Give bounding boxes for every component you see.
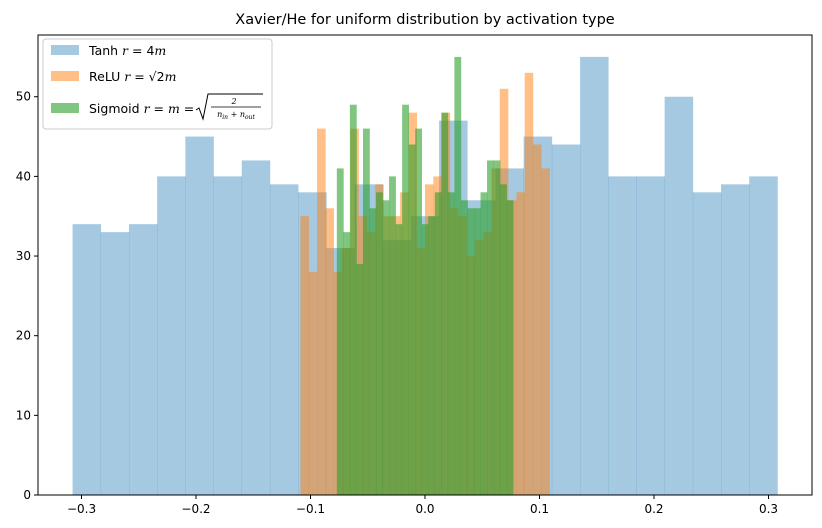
- bar-tanh: [100, 232, 130, 495]
- legend-box: [42, 38, 273, 130]
- legend-swatch-relu: [51, 71, 79, 81]
- legend-label-relu: ReLU r = √2m: [89, 69, 176, 84]
- bar-sigmoid: [389, 176, 396, 495]
- x-tick-label: 0.2: [644, 502, 663, 516]
- chart-title: Xavier/He for uniform distribution by ac…: [235, 12, 615, 28]
- bar-sigmoid: [506, 200, 514, 496]
- bar-relu: [325, 208, 334, 495]
- y-tick-label: 40: [16, 169, 31, 183]
- bar-sigmoid: [493, 160, 501, 496]
- bar-tanh: [608, 176, 637, 495]
- bar-sigmoid: [376, 192, 383, 495]
- legend-label-tanh: Tanh r = 4m: [88, 43, 166, 58]
- bar-tanh: [128, 224, 158, 495]
- bar-sigmoid: [336, 168, 344, 495]
- bar-sigmoid: [428, 216, 436, 495]
- bar-relu: [308, 271, 318, 495]
- y-tick-label: 20: [16, 329, 31, 343]
- bar-sigmoid: [369, 208, 377, 495]
- plot-area: [72, 56, 778, 496]
- bar-sigmoid: [487, 160, 494, 496]
- bar-sigmoid: [473, 208, 481, 495]
- bar-sigmoid: [402, 104, 409, 496]
- x-tick-label: 0.1: [530, 502, 549, 516]
- bar-tanh: [551, 144, 581, 495]
- bar-sigmoid: [467, 208, 475, 495]
- series-sigmoid: [336, 56, 514, 496]
- y-tick-label: 10: [16, 408, 31, 422]
- y-tick-label: 30: [16, 249, 31, 263]
- legend-swatch-sigmoid: [51, 103, 79, 113]
- x-tick-label: −0.3: [67, 502, 96, 516]
- bar-tanh: [692, 192, 722, 495]
- bar-sigmoid: [500, 184, 507, 495]
- bar-sigmoid: [382, 200, 390, 496]
- bar-sigmoid: [480, 192, 488, 495]
- bar-sigmoid: [343, 232, 351, 495]
- bar-tanh: [636, 176, 665, 495]
- sqrt-radical-icon: [195, 93, 263, 121]
- bar-tanh: [721, 184, 750, 495]
- y-tick-label: 0: [23, 488, 31, 502]
- x-axis: −0.3 −0.2 −0.1 0.0 0.1 0.2 0.3: [67, 495, 778, 516]
- y-axis: 0 10 20 30 40 50: [16, 90, 38, 502]
- x-tick-label: −0.2: [181, 502, 210, 516]
- bar-relu: [516, 192, 525, 495]
- bar-relu: [300, 216, 310, 495]
- bar-sigmoid: [454, 56, 462, 496]
- bar-relu: [317, 128, 326, 495]
- bar-sigmoid: [434, 192, 442, 495]
- fraction-denominator: nin + nout: [217, 110, 255, 121]
- bar-sigmoid: [349, 104, 357, 496]
- bar-sigmoid: [460, 200, 468, 496]
- fraction-numerator: 2: [230, 97, 236, 106]
- bar-relu: [524, 72, 534, 495]
- bar-tanh: [241, 160, 271, 496]
- bar-sigmoid: [408, 144, 416, 495]
- bar-sigmoid: [362, 128, 370, 495]
- x-tick-label: 0.3: [759, 502, 778, 516]
- bar-sigmoid: [441, 112, 449, 495]
- bar-tanh: [664, 96, 694, 495]
- bar-sigmoid: [415, 128, 423, 495]
- bar-relu: [532, 144, 542, 495]
- bar-sigmoid: [395, 224, 403, 495]
- legend-swatch-tanh: [51, 45, 79, 55]
- legend-label-sigmoid: Sigmoid r = m =: [89, 101, 194, 116]
- bar-tanh: [157, 176, 186, 495]
- bar-tanh: [749, 176, 778, 495]
- x-tick-label: 0.0: [415, 502, 434, 516]
- x-tick-label: −0.1: [296, 502, 325, 516]
- bar-sigmoid: [421, 224, 429, 495]
- legend: Tanh r = 4m ReLU r = √2m Sigmoid r = m =…: [42, 38, 273, 130]
- bar-tanh: [185, 136, 214, 495]
- y-tick-label: 50: [16, 90, 31, 104]
- bar-sigmoid: [447, 192, 455, 495]
- bar-relu: [541, 168, 550, 495]
- bar-sigmoid: [356, 264, 364, 495]
- bar-tanh: [269, 184, 299, 495]
- bar-tanh: [580, 56, 609, 496]
- bar-tanh: [213, 176, 243, 495]
- bar-tanh: [72, 224, 102, 495]
